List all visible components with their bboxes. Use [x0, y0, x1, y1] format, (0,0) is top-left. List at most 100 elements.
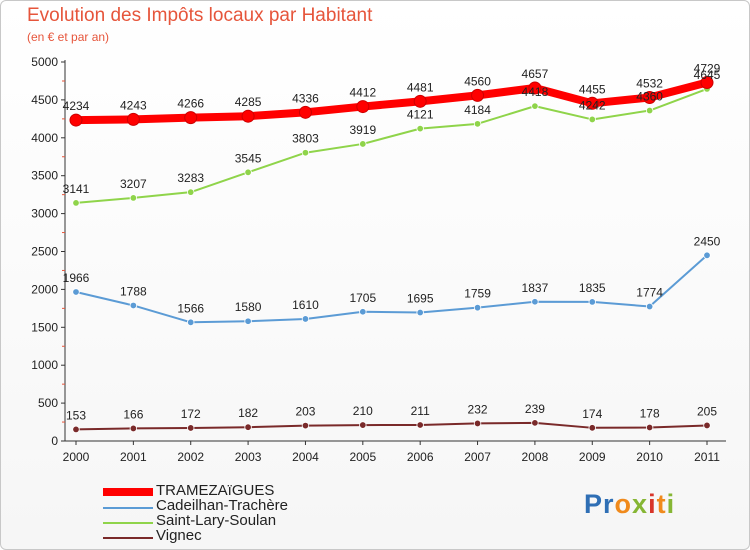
- data-label: 4418: [522, 85, 549, 99]
- y-tick-label: 0: [51, 434, 58, 448]
- x-tick-label: 2003: [235, 450, 262, 464]
- x-tick-label: 2001: [120, 450, 147, 464]
- data-label: 239: [525, 402, 545, 416]
- x-tick-label: 2002: [177, 450, 204, 464]
- data-point: [588, 424, 596, 432]
- data-label: 3283: [177, 171, 204, 185]
- data-point: [129, 424, 138, 433]
- data-label: 1566: [177, 301, 204, 315]
- data-point: [473, 120, 482, 128]
- data-point: [244, 168, 252, 176]
- series-line-1: [75, 254, 708, 324]
- data-point: [187, 424, 195, 432]
- data-label: 1705: [349, 291, 376, 305]
- data-label: 1759: [464, 287, 491, 301]
- y-tick-label: 3000: [31, 207, 58, 221]
- data-point: [72, 425, 80, 434]
- data-point: [643, 90, 657, 104]
- y-tick-label: 2000: [31, 282, 58, 296]
- data-label: 4360: [636, 90, 663, 104]
- data-point: [703, 421, 711, 430]
- data-label: 3919: [349, 123, 376, 137]
- data-point: [69, 113, 83, 127]
- x-tick-label: 2000: [63, 450, 90, 464]
- data-label: 4121: [407, 108, 434, 122]
- data-point: [301, 149, 310, 157]
- x-tick-label: 2007: [464, 450, 491, 464]
- data-label: 1610: [292, 298, 319, 312]
- data-label: 4336: [292, 91, 319, 105]
- legend-item-vignec[interactable]: Vignec: [103, 528, 363, 545]
- data-label: 4242: [579, 98, 606, 112]
- data-label: 4266: [177, 97, 204, 111]
- legend-swatch: [103, 507, 153, 509]
- data-point: [645, 106, 654, 115]
- y-tick-label: 1500: [31, 320, 58, 334]
- data-label: 4560: [464, 74, 491, 88]
- data-label: 210: [353, 404, 373, 418]
- data-point: [359, 140, 367, 148]
- data-label: 2450: [694, 234, 721, 248]
- data-label: 3207: [120, 177, 147, 191]
- data-point: [531, 102, 539, 110]
- data-point: [585, 96, 599, 110]
- data-label: 4184: [464, 103, 491, 117]
- legend-swatch: [103, 488, 153, 496]
- data-point: [588, 298, 596, 306]
- data-point: [700, 76, 714, 90]
- legend-label: Cadeilhan-Trachère: [156, 497, 289, 514]
- data-point: [528, 81, 542, 95]
- data-point: [72, 199, 80, 207]
- data-label: 3141: [63, 182, 90, 196]
- data-label: 1966: [63, 271, 90, 285]
- legend-swatch: [103, 537, 153, 539]
- legend: TRAMEZAïGUES Cadeilhan-Trachère Saint-La…: [103, 482, 363, 545]
- data-point: [416, 308, 424, 317]
- legend-item-cadeilhan-trachere[interactable]: Cadeilhan-Trachère: [103, 497, 363, 515]
- data-point: [531, 419, 539, 427]
- data-point: [416, 124, 424, 133]
- y-tick-label: 4000: [31, 131, 58, 145]
- data-label: 4285: [235, 95, 262, 109]
- data-label: 3545: [235, 151, 262, 165]
- data-point: [187, 318, 195, 326]
- data-point: [241, 109, 255, 123]
- data-point: [359, 421, 367, 429]
- data-label: 4455: [579, 82, 606, 96]
- data-point: [184, 111, 198, 125]
- y-tick-label: 4500: [31, 93, 58, 107]
- data-label: 1788: [120, 284, 147, 298]
- data-label: 4657: [522, 67, 549, 81]
- legend-item-tramezaigues[interactable]: TRAMEZAïGUES: [103, 482, 363, 500]
- legend-item-saint-lary-soulan[interactable]: Saint-Lary-Soulan: [103, 512, 363, 530]
- data-point: [703, 251, 711, 259]
- series-line-3: [75, 421, 708, 431]
- data-label: 1837: [522, 281, 549, 295]
- data-label: 153: [66, 408, 86, 422]
- data-point: [301, 315, 310, 323]
- x-tick-label: 2010: [636, 450, 663, 464]
- series-line-2: [75, 87, 708, 204]
- data-point: [126, 112, 140, 126]
- legend-swatch: [103, 522, 153, 524]
- data-label: 1835: [579, 281, 606, 295]
- legend-label: TRAMEZAïGUES: [156, 482, 275, 499]
- y-tick-label: 3500: [31, 169, 58, 183]
- data-label: 166: [123, 407, 143, 421]
- data-label: 1695: [407, 292, 434, 306]
- data-label: 174: [582, 407, 602, 421]
- data-label: 3803: [292, 132, 319, 146]
- data-point: [413, 94, 427, 108]
- data-label: 232: [468, 402, 488, 416]
- chart-subtitle: (en € et par an): [27, 30, 110, 44]
- data-point: [301, 421, 310, 430]
- data-label: 4729: [694, 62, 721, 76]
- chart-title: Evolution des Impôts locaux par Habitant: [27, 5, 373, 26]
- data-point: [244, 423, 252, 431]
- data-label: 4532: [636, 76, 663, 90]
- x-tick-label: 2009: [579, 450, 606, 464]
- legend-label: Saint-Lary-Soulan: [156, 512, 277, 529]
- data-label: 4645: [694, 68, 721, 82]
